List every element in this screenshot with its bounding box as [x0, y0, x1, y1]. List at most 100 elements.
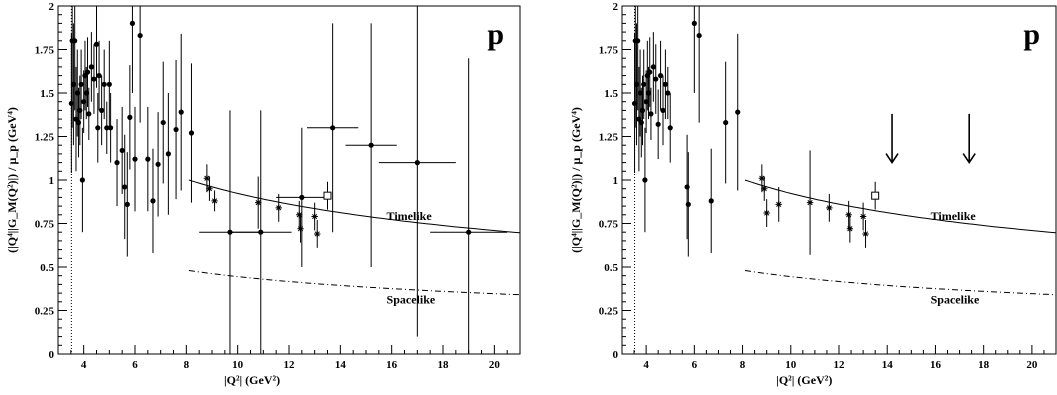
panel-2: 4 6 8 10 12 14 16 18 20 0 0.25 0.5 0.75 1 1.25 1.5 1.75 2…	[569, 1, 1057, 387]
data-point	[127, 114, 133, 120]
y-tick-label: 1.25	[599, 132, 619, 144]
data-point	[723, 119, 729, 126]
data-point	[227, 229, 233, 235]
y-tick-label: 1.5	[604, 88, 618, 100]
x-tick-label: 8	[740, 359, 746, 371]
data-point-star	[314, 230, 321, 238]
x-axis-title: |Q²| (GeV²)	[776, 373, 832, 387]
y-tick-label: 0.5	[40, 262, 54, 274]
data-point-star	[296, 211, 303, 218]
data-point	[631, 100, 638, 107]
x-tick-label: 10	[785, 359, 797, 371]
x-tick-label: 8	[184, 359, 190, 371]
y-axis-title: (|Q⁴||G_M(Q²)|) / μ_p (GeV⁴)	[5, 107, 19, 253]
data-point	[735, 109, 741, 115]
arrow-head	[885, 153, 899, 165]
data-point	[299, 194, 305, 200]
timelike-label: Timelike	[931, 209, 977, 223]
x-tick-label: 20	[1026, 359, 1038, 371]
y-tick-label: 2	[49, 1, 55, 13]
plot-area	[631, 6, 1056, 354]
data-point	[653, 76, 659, 82]
data-point	[78, 81, 84, 87]
y-tick-label: 0.25	[35, 306, 55, 318]
x-tick-label: 12	[834, 359, 846, 371]
data-point	[330, 125, 336, 131]
data-point-star	[806, 199, 814, 206]
data-point-star	[862, 230, 869, 238]
data-point-star	[206, 185, 213, 192]
data-point	[639, 107, 646, 113]
data-point	[691, 20, 697, 26]
data-point	[708, 198, 714, 204]
data-point	[633, 81, 640, 87]
data-point	[86, 111, 92, 117]
data-point	[129, 20, 136, 26]
data-point	[96, 73, 102, 79]
data-point	[638, 119, 644, 126]
x-tick-label: 4	[81, 359, 87, 371]
data-point-star	[255, 199, 262, 206]
x-tick-label: 12	[284, 359, 296, 371]
y-tick-label: 0	[613, 349, 619, 361]
y-tick-label: 0.75	[35, 219, 55, 231]
data-point-star	[297, 225, 304, 232]
data-point-star	[311, 213, 318, 220]
data-point	[93, 41, 100, 47]
x-tick-label: 14	[882, 359, 894, 371]
data-point	[122, 184, 128, 190]
data-point	[75, 119, 82, 126]
data-point	[70, 81, 76, 87]
data-point	[665, 90, 671, 96]
x-tick-label: 4	[643, 359, 649, 371]
x-tick-label: 18	[978, 359, 990, 371]
data-point	[660, 107, 666, 113]
y-tick-label: 1.75	[599, 45, 619, 57]
data-point	[667, 125, 673, 131]
data-point	[95, 125, 101, 131]
data-point	[83, 90, 89, 96]
data-point	[643, 99, 649, 105]
data-point	[119, 147, 125, 154]
timelike-curve	[744, 179, 1056, 234]
data-point	[178, 109, 184, 115]
data-point	[81, 99, 87, 105]
panel-1: 4 6 8 10 12 14 16 18 20 0 0.25 0.5 0.75 1 1.25 1.5 1.75 2…	[5, 1, 521, 387]
y-tick-label: 0.5	[604, 262, 618, 274]
data-point	[84, 69, 91, 75]
y-tick-label: 1	[49, 175, 55, 187]
data-point	[647, 69, 653, 75]
x-tick-label: 16	[386, 359, 398, 371]
y-tick-label: 1.25	[35, 132, 55, 144]
y-tick-label: 0	[49, 349, 55, 361]
data-point	[258, 229, 264, 235]
y-tick-label: 1.75	[35, 45, 55, 57]
data-point	[657, 73, 664, 79]
data-point	[645, 90, 652, 96]
data-point	[165, 151, 171, 157]
data-point	[99, 107, 105, 113]
data-point-star	[211, 197, 218, 205]
data-point	[655, 121, 661, 127]
data-point	[74, 90, 80, 96]
data-point	[635, 38, 641, 44]
x-axis-title: |Q²| (GeV²)	[224, 373, 280, 387]
data-point-star	[846, 225, 854, 232]
data-point	[114, 160, 120, 166]
data-point	[155, 161, 161, 167]
data-point-star	[826, 204, 833, 212]
data-point	[137, 32, 143, 39]
data-point	[124, 201, 130, 207]
spacelike-label: Spacelike	[931, 293, 980, 307]
data-point-square	[871, 191, 880, 200]
data-point	[132, 156, 138, 162]
data-point	[106, 81, 112, 87]
x-tick-label: 6	[132, 359, 138, 371]
data-point	[91, 76, 97, 82]
y-tick-label: 1	[613, 175, 619, 187]
data-point	[368, 142, 374, 148]
data-point	[642, 177, 648, 183]
data-point	[685, 201, 691, 207]
x-tick-label: 16	[930, 359, 942, 371]
